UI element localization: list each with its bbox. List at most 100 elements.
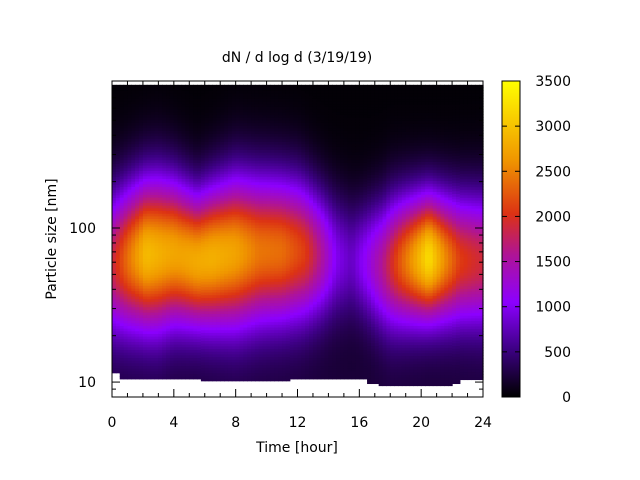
heatmap-cell	[258, 305, 264, 309]
heatmap-cell	[166, 175, 171, 179]
heatmap-cell	[224, 375, 229, 379]
heatmap-cell	[254, 246, 260, 250]
heatmap-cell	[200, 176, 206, 180]
heatmap-cell	[208, 200, 214, 204]
heatmap-cell	[193, 165, 198, 169]
heatmap-cell	[220, 141, 225, 145]
heatmap-cell	[135, 362, 140, 367]
heatmap-cell	[274, 170, 279, 175]
heatmap-cell	[208, 356, 214, 360]
heatmap-cell	[208, 343, 214, 347]
heatmap-cell	[204, 345, 210, 350]
heatmap-cell	[285, 265, 291, 269]
heatmap-cell	[274, 281, 279, 285]
heatmap-cell	[158, 218, 163, 222]
heatmap-cell	[231, 372, 237, 376]
heatmap-cell	[115, 210, 121, 214]
heatmap-cell	[239, 310, 244, 315]
heatmap-cell	[154, 103, 159, 107]
heatmap-cell	[139, 330, 144, 334]
heatmap-cell	[266, 230, 272, 234]
heatmap-cell	[212, 353, 217, 358]
heatmap-cell	[247, 149, 252, 153]
heatmap-cell	[274, 146, 279, 150]
heatmap-cell	[227, 310, 233, 315]
heatmap-cell	[212, 176, 217, 180]
heatmap-cell	[208, 197, 214, 202]
heatmap-cell	[119, 376, 125, 380]
heatmap-cell	[235, 283, 241, 288]
heatmap-cell	[162, 266, 167, 270]
heatmap-cell	[185, 344, 190, 348]
heatmap-cell	[282, 176, 287, 180]
heatmap-cell	[150, 156, 156, 161]
heatmap-cell	[282, 294, 287, 298]
heatmap-cell	[258, 310, 264, 315]
heatmap-cell	[212, 324, 217, 328]
heatmap-cell	[204, 90, 210, 94]
heatmap-cell	[258, 227, 264, 231]
heatmap-cell	[135, 330, 140, 334]
heatmap-cell	[216, 106, 221, 110]
heatmap-cell	[142, 322, 148, 326]
heatmap-cell	[150, 215, 156, 220]
heatmap-cell	[274, 184, 279, 188]
heatmap-cell	[224, 332, 229, 336]
heatmap-cell	[258, 332, 264, 336]
heatmap-cell	[204, 238, 210, 242]
heatmap-cell	[274, 367, 279, 371]
heatmap-cell	[181, 242, 187, 246]
heatmap-cell	[254, 205, 260, 210]
heatmap-cell	[123, 132, 129, 137]
heatmap-cell	[270, 160, 275, 164]
heatmap-cell	[251, 294, 256, 298]
heatmap-cell	[112, 158, 117, 162]
heatmap-cell	[224, 265, 229, 269]
heatmap-cell	[197, 143, 202, 147]
heatmap-cell	[185, 138, 190, 142]
heatmap-cell	[162, 309, 167, 313]
heatmap-cell	[150, 376, 156, 380]
heatmap-cell	[208, 157, 214, 161]
heatmap-cell	[146, 90, 152, 94]
heatmap-cell	[216, 152, 221, 156]
heatmap-cell	[251, 297, 256, 301]
heatmap-cell	[139, 274, 144, 278]
heatmap-cell	[266, 364, 272, 368]
heatmap-cell	[270, 359, 275, 363]
heatmap-cell	[258, 144, 264, 148]
heatmap-cell	[146, 146, 152, 150]
heatmap-cell	[150, 221, 156, 225]
heatmap-cell	[208, 135, 214, 140]
heatmap-cell	[258, 316, 264, 320]
heatmap-cell	[200, 173, 206, 177]
heatmap-cell	[282, 170, 287, 175]
heatmap-cell	[243, 313, 248, 317]
heatmap-cell	[208, 100, 214, 105]
heatmap-cell	[227, 90, 233, 94]
heatmap-cell	[212, 364, 217, 368]
heatmap-cell	[262, 369, 268, 374]
heatmap-cell	[162, 271, 167, 276]
heatmap-cell	[139, 197, 144, 201]
heatmap-cell	[274, 224, 279, 228]
heatmap-cell	[235, 369, 241, 374]
heatmap-cell	[135, 293, 140, 297]
heatmap-cell	[166, 282, 171, 286]
heatmap-cell	[169, 253, 175, 257]
heatmap-cell	[189, 285, 194, 289]
heatmap-cell	[131, 250, 136, 254]
heatmap-cell	[216, 149, 221, 153]
heatmap-cell	[231, 197, 237, 202]
heatmap-cell	[146, 103, 152, 107]
heatmap-cell	[270, 367, 275, 371]
heatmap-cell	[158, 122, 163, 126]
heatmap-cell	[162, 290, 167, 294]
heatmap-cell	[123, 92, 129, 97]
heatmap-cell	[243, 265, 248, 269]
heatmap-cell	[193, 282, 198, 286]
heatmap-cell	[173, 336, 179, 340]
heatmap-cell	[212, 146, 217, 150]
heatmap-cell	[154, 261, 159, 265]
heatmap-cell	[146, 215, 152, 220]
